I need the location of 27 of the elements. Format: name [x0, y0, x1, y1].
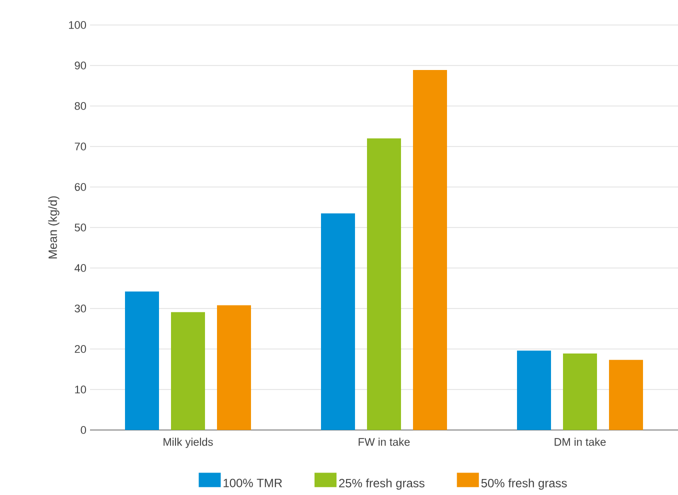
bar	[171, 312, 205, 430]
legend-label: 25% fresh grass	[339, 478, 424, 490]
bar	[321, 213, 356, 430]
bar	[125, 291, 159, 430]
bar	[367, 138, 402, 430]
bar	[609, 360, 644, 430]
y-axis-title: Mean (kg/d)	[48, 196, 60, 258]
y-tick-label: 80	[74, 102, 86, 110]
x-tick-label: Milk yields	[164, 438, 213, 448]
y-tick-label: 10	[75, 386, 86, 394]
bar	[517, 350, 552, 430]
bar	[563, 353, 598, 430]
y-tick-label: 70	[74, 142, 86, 150]
y-tick-label: 60	[74, 183, 86, 191]
x-tick-label: FW in take	[358, 438, 410, 446]
y-tick-label: 50	[74, 224, 86, 232]
bar	[217, 305, 251, 430]
y-tick-label: 20	[74, 345, 86, 353]
y-tick-label: 0	[80, 426, 86, 434]
legend-label: 100% TMR	[224, 478, 282, 488]
bar	[413, 70, 448, 430]
y-tick-label: 90	[74, 62, 86, 70]
y-tick-label: 100	[69, 21, 86, 29]
x-tick-label: DM in take	[554, 438, 606, 446]
y-tick-label: 30	[74, 304, 86, 312]
legend-label: 50% fresh grass	[481, 478, 567, 490]
y-tick-label: 40	[74, 264, 86, 272]
